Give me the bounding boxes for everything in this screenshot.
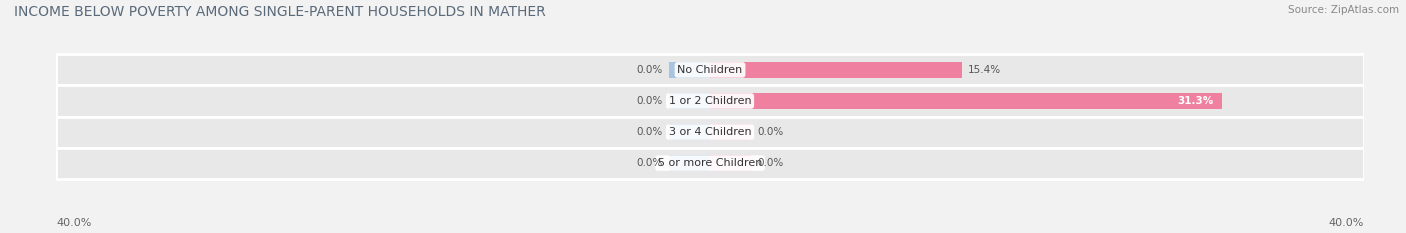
Text: 0.0%: 0.0% bbox=[758, 127, 783, 137]
Bar bbox=[669, 62, 710, 78]
Text: Source: ZipAtlas.com: Source: ZipAtlas.com bbox=[1288, 5, 1399, 15]
Bar bbox=[56, 116, 1364, 147]
Text: 1 or 2 Children: 1 or 2 Children bbox=[669, 96, 751, 106]
Text: No Children: No Children bbox=[678, 65, 742, 75]
Text: 0.0%: 0.0% bbox=[637, 158, 662, 168]
Text: 5 or more Children: 5 or more Children bbox=[658, 158, 762, 168]
Text: 0.0%: 0.0% bbox=[637, 96, 662, 106]
Bar bbox=[669, 155, 710, 171]
Bar bbox=[56, 54, 1364, 86]
Bar bbox=[56, 86, 1364, 116]
Bar bbox=[669, 93, 710, 109]
Text: 31.3%: 31.3% bbox=[1177, 96, 1213, 106]
Bar bbox=[56, 147, 1364, 179]
Text: 15.4%: 15.4% bbox=[969, 65, 1001, 75]
Text: 40.0%: 40.0% bbox=[1329, 218, 1364, 228]
Bar bbox=[710, 62, 962, 78]
Bar bbox=[710, 93, 1222, 109]
Text: 0.0%: 0.0% bbox=[637, 65, 662, 75]
Text: 40.0%: 40.0% bbox=[56, 218, 91, 228]
Text: INCOME BELOW POVERTY AMONG SINGLE-PARENT HOUSEHOLDS IN MATHER: INCOME BELOW POVERTY AMONG SINGLE-PARENT… bbox=[14, 5, 546, 19]
Bar bbox=[669, 124, 710, 140]
Bar bbox=[710, 155, 751, 171]
Bar bbox=[710, 124, 751, 140]
Text: 0.0%: 0.0% bbox=[637, 127, 662, 137]
Text: 3 or 4 Children: 3 or 4 Children bbox=[669, 127, 751, 137]
Text: 0.0%: 0.0% bbox=[758, 158, 783, 168]
